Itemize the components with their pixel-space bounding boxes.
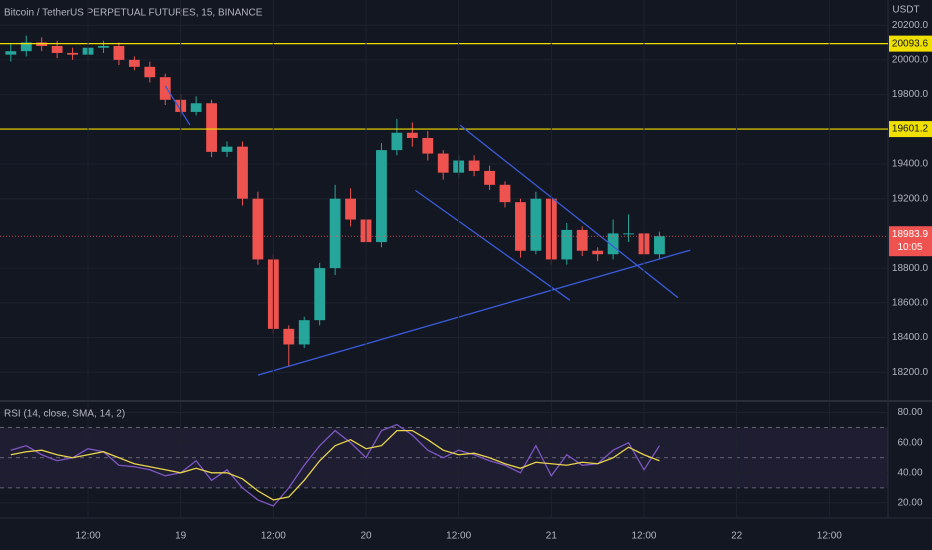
candle-body xyxy=(607,233,619,255)
x-tick-label: 12:00 xyxy=(446,531,471,542)
y-tick-label: 18200.0 xyxy=(892,367,929,378)
price-tag-label: 20093.6 xyxy=(892,38,929,49)
candle-body xyxy=(252,198,264,260)
candle-body xyxy=(623,233,634,235)
candle-body xyxy=(376,150,387,243)
candle-body xyxy=(499,184,511,203)
candle-body xyxy=(345,198,356,220)
pane-title: RSI (14, close, SMA, 14, 2) xyxy=(4,409,125,420)
candle-body xyxy=(20,42,32,52)
price-tag-label: 19601.2 xyxy=(892,124,929,135)
candle-body xyxy=(437,153,449,173)
x-tick-label: 12:00 xyxy=(631,531,656,542)
candle-body xyxy=(67,52,78,55)
candle-body xyxy=(654,236,665,255)
candle-body xyxy=(283,328,295,345)
candle-body xyxy=(206,103,217,152)
candle-body xyxy=(406,132,418,138)
rsi-line xyxy=(10,423,660,507)
candle-body xyxy=(484,170,495,185)
candle-body xyxy=(530,198,542,251)
x-tick-label: 19 xyxy=(175,531,187,542)
currency-label: USDT xyxy=(892,5,919,16)
candle-body xyxy=(51,45,63,53)
rsi-line xyxy=(10,429,660,501)
chart-title: Bitcoin / TetherUS PERPETUAL FUTURES, 15… xyxy=(4,8,263,19)
y-tick-label: 19400.0 xyxy=(892,159,929,170)
candle-body xyxy=(515,202,526,251)
candle-body xyxy=(329,198,341,269)
y-tick-label: 20.00 xyxy=(897,498,922,509)
candle-body xyxy=(190,103,202,112)
last-price-label: 18983.9 xyxy=(892,229,929,240)
candle-body xyxy=(128,59,140,67)
price-tag xyxy=(889,35,932,52)
x-tick-label: 12:00 xyxy=(76,531,101,542)
x-tick-label: 22 xyxy=(731,531,743,542)
candle-body xyxy=(159,77,171,100)
y-tick-label: 19200.0 xyxy=(892,193,929,204)
y-tick-label: 18600.0 xyxy=(892,297,929,308)
x-tick-label: 21 xyxy=(546,531,558,542)
x-tick-label: 20 xyxy=(360,531,372,542)
y-tick-label: 18800.0 xyxy=(892,263,929,274)
candle-body xyxy=(5,51,17,55)
candle-body xyxy=(592,250,604,255)
candle-body xyxy=(221,146,233,152)
y-tick-label: 80.00 xyxy=(897,407,922,418)
trend-line xyxy=(459,124,679,299)
y-tick-label: 20200.0 xyxy=(892,20,929,31)
candle-body xyxy=(561,229,573,260)
candle-body xyxy=(144,66,156,78)
y-tick-label: 18400.0 xyxy=(892,332,929,343)
trend-line xyxy=(415,189,571,301)
candle-body xyxy=(98,45,109,48)
price-tag xyxy=(889,121,932,138)
y-tick-label: 60.00 xyxy=(897,437,922,448)
last-price-tag xyxy=(889,226,932,257)
candle-body xyxy=(422,137,434,154)
candle-body xyxy=(36,42,48,46)
x-tick-label: 12:00 xyxy=(261,531,286,542)
candle-body xyxy=(113,45,125,60)
y-tick-label: 19800.0 xyxy=(892,89,929,100)
trend-line xyxy=(257,249,691,376)
candle-body xyxy=(314,268,326,321)
candle-body xyxy=(576,229,588,251)
candle-body xyxy=(298,320,310,345)
countdown-label: 10:05 xyxy=(897,242,922,253)
trend-line xyxy=(164,85,191,126)
candle-body xyxy=(468,160,480,171)
x-tick-label: 12:00 xyxy=(817,531,842,542)
candle-body xyxy=(391,132,403,151)
y-tick-label: 40.00 xyxy=(897,467,922,478)
candle-body xyxy=(237,146,248,199)
y-tick-label: 20000.0 xyxy=(892,55,929,66)
